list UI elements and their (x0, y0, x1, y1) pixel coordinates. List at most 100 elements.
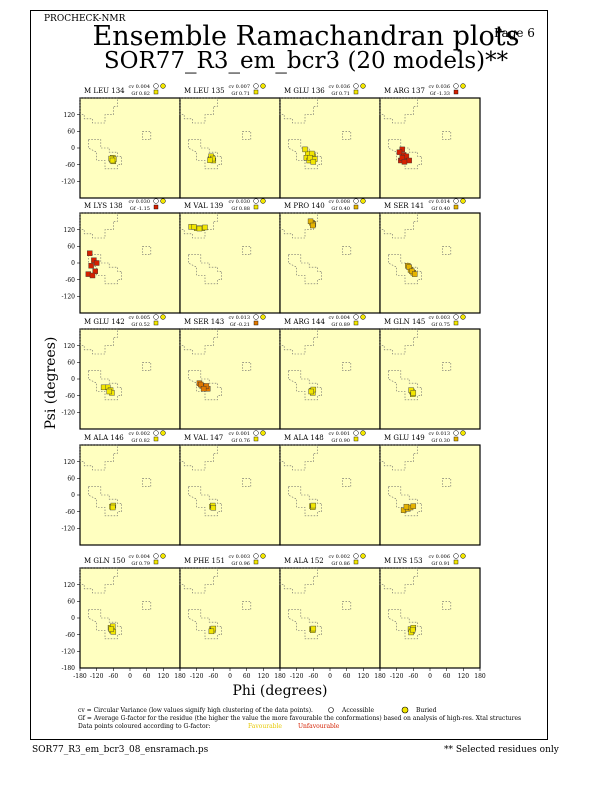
residue-label: M ARG 137 (384, 87, 425, 95)
buried-marker-icon (460, 198, 466, 204)
legend-color-text: Data points coloured according to G-fact… (78, 723, 211, 730)
cv-marker-icon (253, 553, 259, 559)
panel-background (279, 97, 381, 199)
y-tick-label: -120 (62, 410, 76, 417)
gf-color-box (453, 89, 459, 95)
residue-label: M GLN 150 (84, 557, 125, 565)
data-point (310, 625, 317, 632)
allowed-region-outline (342, 131, 352, 140)
buried-marker-icon (260, 553, 266, 559)
panel-background (379, 212, 481, 314)
data-point (310, 222, 316, 229)
gf-value: Gf 0.86 (331, 561, 350, 567)
cv-value: cv 0.030 (228, 199, 250, 205)
gf-value: Gf -1.15 (130, 206, 150, 212)
allowed-region-outline (79, 567, 118, 594)
y-tick-label: 0 (71, 145, 75, 152)
data-point (88, 263, 94, 269)
allowed-region-outline (242, 131, 252, 140)
gf-value: Gf 0.40 (431, 206, 450, 212)
gf-value: Gf 0.75 (431, 322, 450, 328)
data-point (91, 257, 97, 263)
buried-marker-icon (260, 430, 266, 436)
data-point (89, 272, 96, 279)
cv-value: cv 0.002 (128, 431, 150, 437)
data-point (108, 626, 114, 632)
buried-marker-icon (160, 553, 166, 559)
data-point (310, 159, 317, 165)
gf-value: Gf 0.79 (131, 561, 150, 567)
buried-marker-icon (460, 83, 466, 89)
buried-marker-icon (160, 198, 166, 204)
y-tick-label: 0 (71, 615, 75, 622)
x-tick-label: 120 (458, 673, 470, 680)
allowed-region-outline (387, 370, 423, 401)
allowed-region-outline (142, 477, 152, 488)
x-tick-label: 0 (428, 673, 432, 680)
y-tick-label: 60 (67, 129, 75, 136)
cv-marker-icon (353, 198, 359, 204)
x-tick-label: -120 (390, 673, 404, 680)
cv-value: cv 0.005 (128, 315, 150, 321)
allowed-region-outline (442, 361, 452, 372)
data-point (403, 503, 410, 510)
x-tick-label: 0 (128, 673, 132, 680)
x-tick-label: 120 (358, 673, 370, 680)
gf-color-box (453, 320, 459, 326)
allowed-region-outline (142, 361, 152, 372)
y-tick-label: 60 (67, 599, 75, 606)
allowed-region-outline (379, 444, 418, 471)
allowed-region-outline (79, 97, 118, 124)
cv-marker-icon (153, 553, 159, 559)
panel-background (379, 567, 481, 669)
legend-accessible: Accessible (341, 707, 374, 714)
data-point (210, 505, 217, 511)
allowed-region-outline (379, 97, 418, 124)
allowed-region-outline (387, 139, 423, 170)
cv-marker-icon (153, 83, 159, 89)
allowed-region-outline (142, 131, 152, 140)
y-tick-label: -120 (62, 649, 76, 656)
allowed-region-outline (442, 131, 452, 140)
buried-marker-icon (460, 314, 466, 320)
gf-value: Gf 0.90 (331, 438, 350, 444)
cv-value: cv 0.036 (328, 84, 350, 90)
data-point (406, 264, 412, 270)
cv-marker-icon (353, 553, 359, 559)
data-point (406, 157, 412, 164)
panel-background (179, 97, 281, 199)
y-axis-label: Psi (degrees) (43, 337, 59, 430)
allowed-region-outline (188, 486, 222, 517)
cv-value: cv 0.036 (428, 84, 450, 90)
allowed-region-outline (179, 567, 218, 594)
footer-note: ** Selected residues only (444, 745, 559, 755)
data-point (410, 390, 417, 396)
gf-value: Gf 0.52 (131, 322, 150, 328)
legend-favourable: Favourable (248, 723, 282, 730)
gf-value: Gf 0.76 (231, 438, 250, 444)
allowed-region-outline (287, 254, 323, 285)
cv-value: cv 0.004 (128, 84, 150, 90)
gf-value: Gf 0.88 (231, 206, 250, 212)
cv-marker-icon (353, 83, 359, 89)
panel-background (79, 328, 181, 430)
cv-marker-icon (453, 314, 459, 320)
allowed-region-outline (387, 254, 423, 285)
gf-color-box (153, 204, 159, 210)
cv-value: cv 0.008 (328, 199, 350, 205)
cv-marker-icon (153, 430, 159, 436)
cv-value: cv 0.004 (128, 554, 150, 560)
buried-legend-icon (401, 706, 409, 714)
gf-value: Gf 0.82 (131, 438, 150, 444)
gf-color-box (353, 320, 359, 326)
gf-color-box (253, 89, 259, 95)
allowed-region-outline (242, 246, 252, 255)
